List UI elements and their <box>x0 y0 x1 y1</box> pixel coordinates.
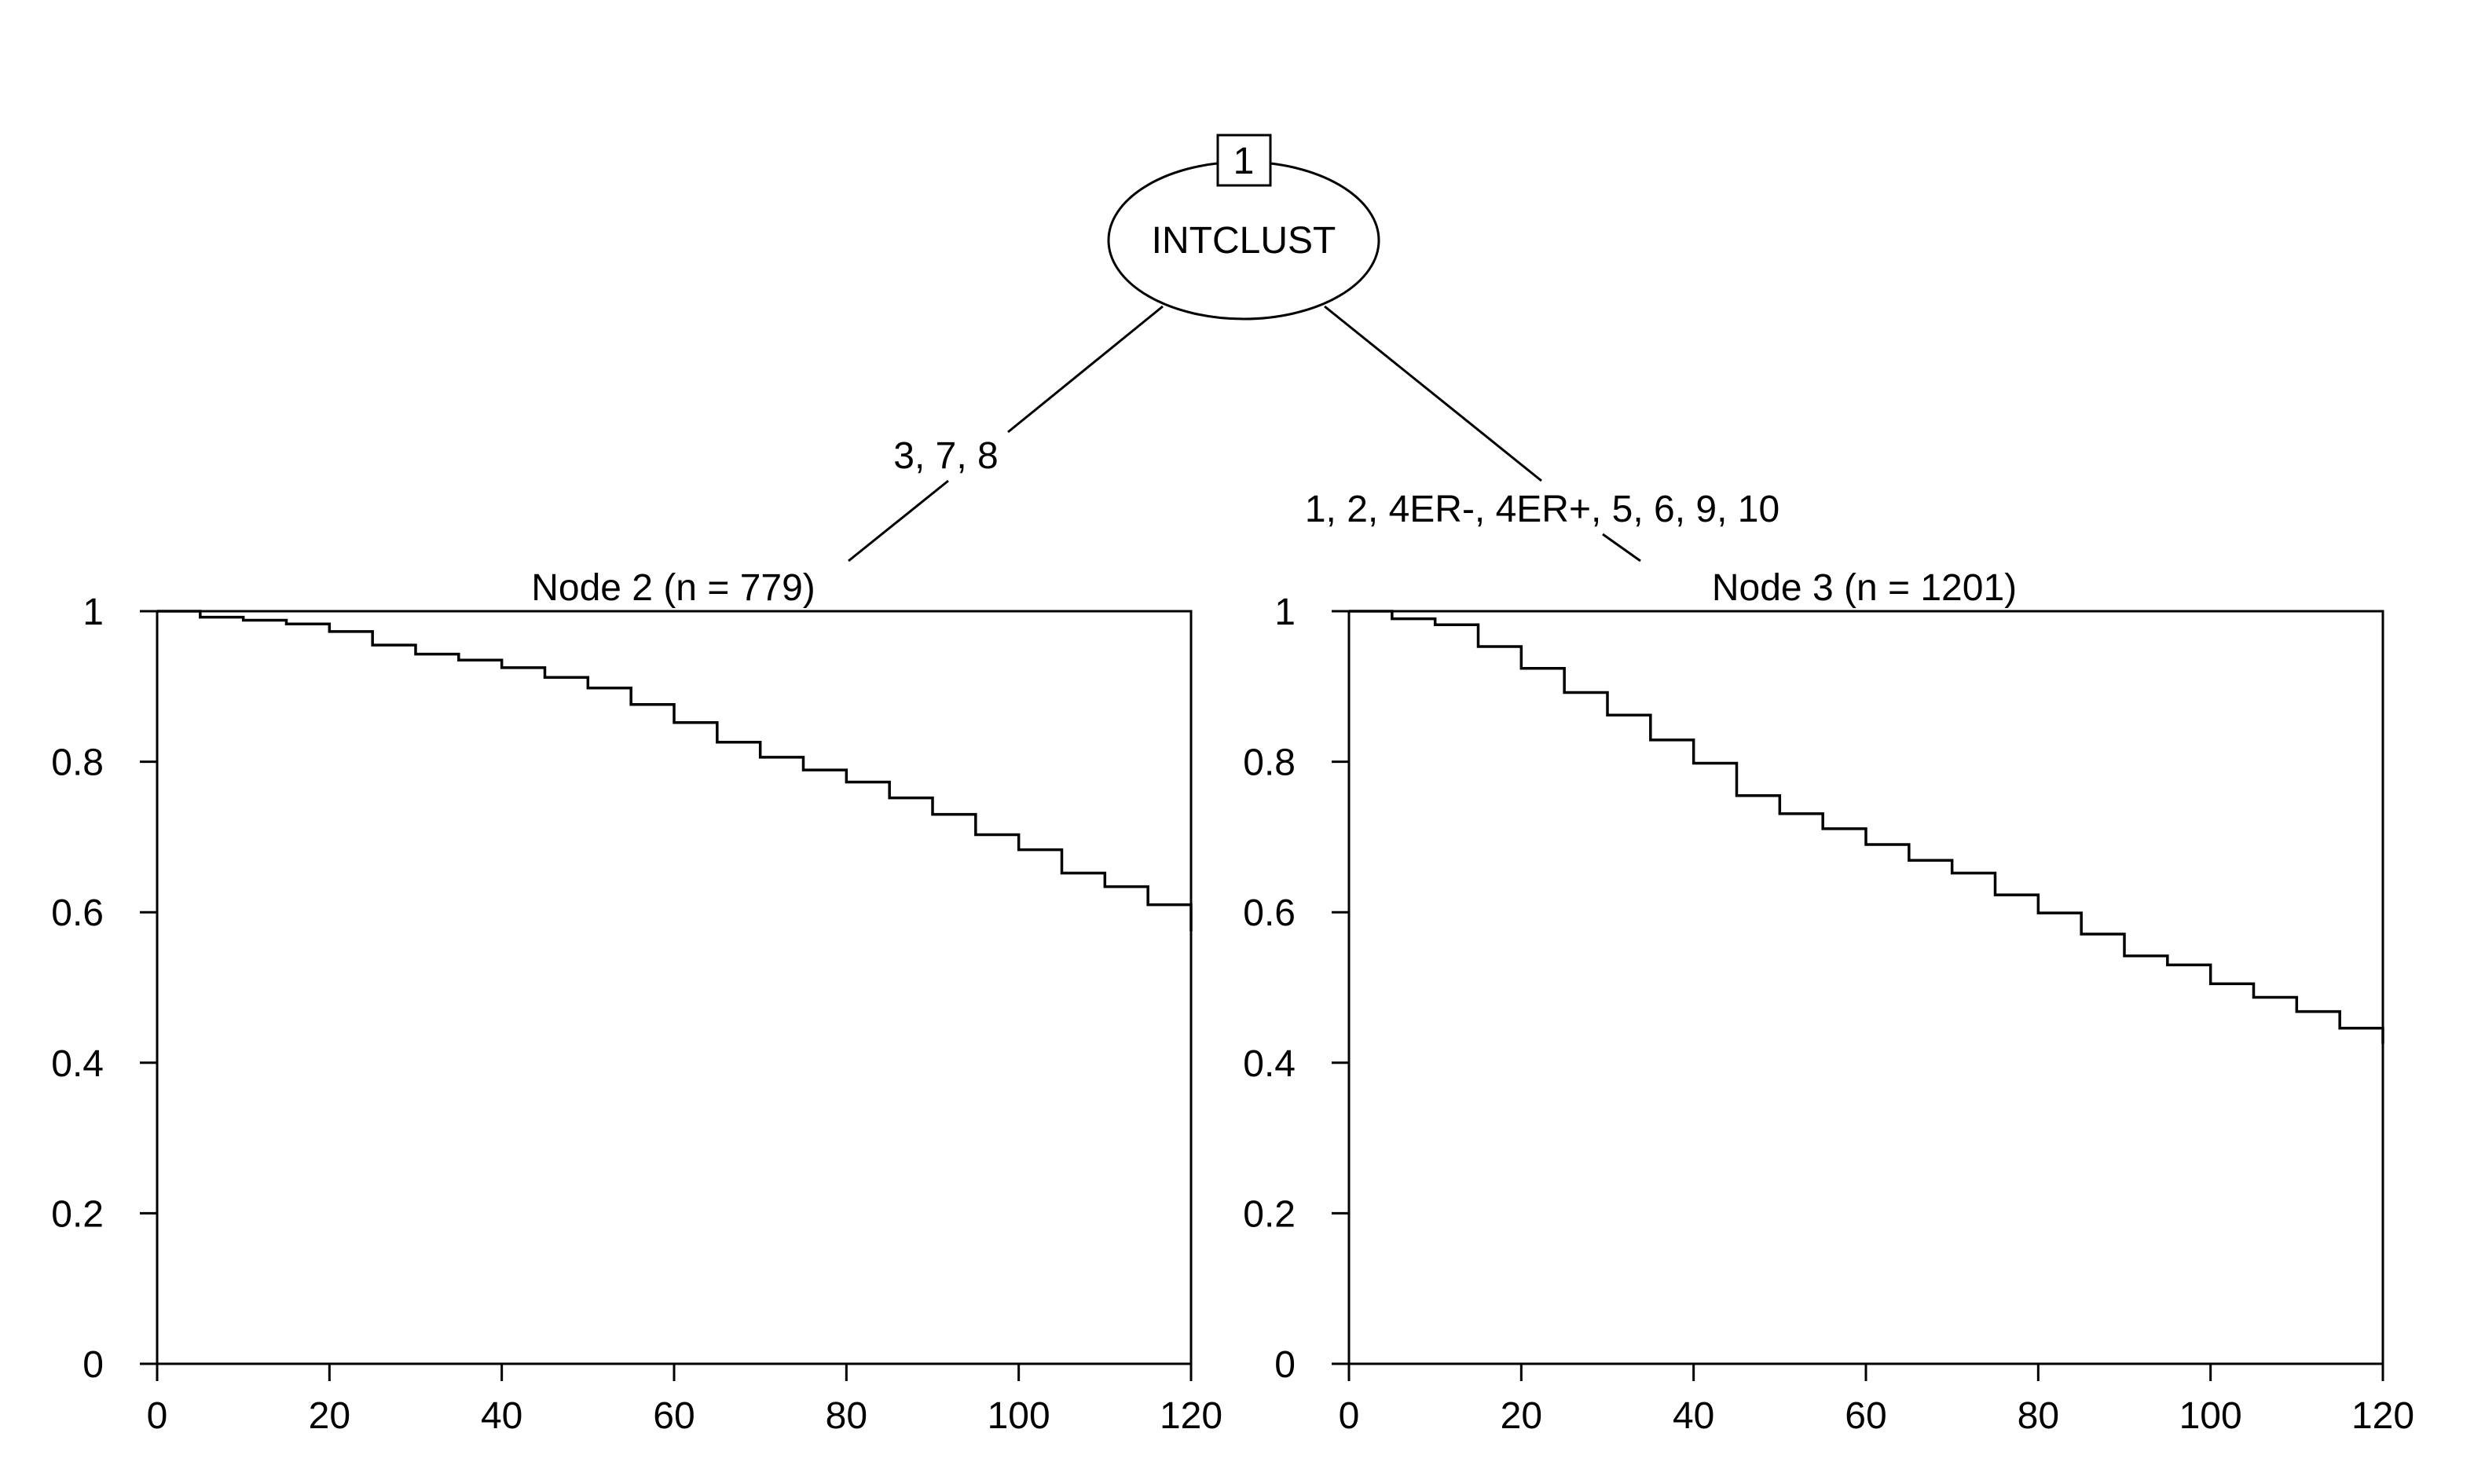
x-tick-label: 80 <box>826 1395 867 1437</box>
x-tick-label: 100 <box>988 1395 1050 1437</box>
plot-area: 0 20 40 60 80 100 120 0 0.2 0.4 0.6 0.8 1 <box>1243 592 2414 1437</box>
x-tick-label: 20 <box>1501 1395 1542 1437</box>
y-tick-label: 1 <box>82 592 104 633</box>
terminal-node-3-panel: Node 3 (n = 1201) 0 20 40 60 80 100 120 0 0.2 0.4… <box>1243 567 2414 1437</box>
root-node: 1 INTCLUST <box>1107 134 1380 321</box>
y-tick-label: 0.8 <box>1243 742 1296 784</box>
x-tick-label: 20 <box>309 1395 350 1437</box>
x-tick-label: 80 <box>2018 1395 2059 1437</box>
plot-frame <box>156 610 1193 1365</box>
y-tick-label: 0.2 <box>51 1193 104 1235</box>
edge-label-left: 3, 7, 8 <box>893 435 998 477</box>
survival-curve <box>157 610 1193 932</box>
x-tick-label: 120 <box>2351 1395 2414 1437</box>
y-tick-label: 0 <box>82 1344 104 1386</box>
edge-label-right: 1, 2, 4ER-, 4ER+, 5, 6, 9, 10 <box>1305 489 1779 530</box>
edge-left-upper <box>1007 305 1164 434</box>
root-node-id-box <box>1216 134 1272 187</box>
plot-area: 0 20 40 60 80 100 120 0 0.2 0.4 0.6 0.8 1 <box>51 592 1222 1437</box>
y-tick-label: 0.8 <box>51 742 104 784</box>
y-tick-label: 0.4 <box>1243 1043 1296 1085</box>
x-tick-label: 40 <box>481 1395 522 1437</box>
x-tick-label: 100 <box>2179 1395 2242 1437</box>
y-tick-label: 0.2 <box>1243 1193 1296 1235</box>
panel-title: Node 3 (n = 1201) <box>1712 567 2017 609</box>
y-tick-label: 0.6 <box>51 892 104 934</box>
tree-edges <box>848 305 1641 562</box>
y-tick-label: 0 <box>1274 1344 1296 1386</box>
panel-title: Node 2 (n = 779) <box>531 567 816 609</box>
x-tick-label: 0 <box>147 1395 168 1437</box>
x-tick-label: 120 <box>1160 1395 1222 1437</box>
survival-curve <box>1349 610 2384 1044</box>
edge-right-upper <box>1324 305 1542 482</box>
x-tick-label: 40 <box>1673 1395 1714 1437</box>
y-tick-label: 1 <box>1274 592 1296 633</box>
terminal-node-2-panel: Node 2 (n = 779) 0 20 40 60 80 100 12000.20.40… <box>51 567 1222 1437</box>
plot-frame <box>1347 610 2384 1365</box>
x-tick-label: 60 <box>1845 1395 1886 1437</box>
root-node-id: 1 <box>1233 141 1255 182</box>
x-tick-label: 60 <box>653 1395 695 1437</box>
y-tick-label: 0.4 <box>51 1043 104 1085</box>
x-tick-label: 0 <box>1339 1395 1360 1437</box>
y-tick-label: 0.6 <box>1243 892 1296 934</box>
root-node-variable: INTCLUST <box>1152 220 1336 262</box>
edge-right-lower <box>1602 533 1641 562</box>
edge-left-lower <box>848 479 949 562</box>
